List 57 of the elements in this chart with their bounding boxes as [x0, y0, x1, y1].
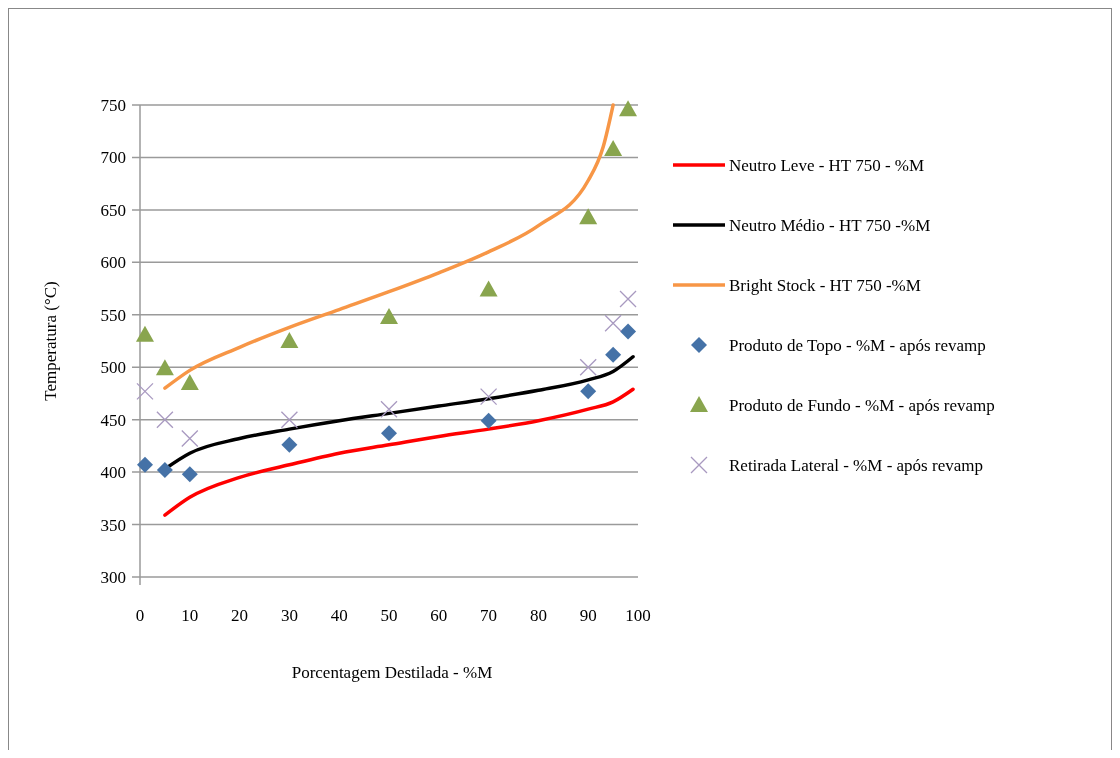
legend-label: Retirada Lateral - %M - após revamp	[729, 455, 983, 475]
y-tick-label: 650	[100, 200, 126, 220]
point	[381, 425, 397, 442]
x-tick-label: 30	[280, 606, 298, 625]
x-tick-label: 90	[579, 606, 597, 625]
point	[619, 290, 637, 308]
point	[135, 325, 154, 342]
point	[280, 411, 299, 429]
point	[604, 314, 622, 332]
legend-label: Produto de Topo - %M - após revamp	[729, 335, 986, 355]
point	[181, 429, 199, 448]
x-tick-label: 40	[330, 606, 348, 625]
x-tick-label: 100	[625, 606, 651, 625]
point	[155, 359, 174, 376]
x-tick-label: 50	[380, 606, 398, 625]
y-tick-label: 400	[100, 463, 126, 483]
legend-label: Bright Stock - HT 750 -%M	[729, 275, 921, 295]
point	[604, 140, 623, 157]
x-tick-label: 80	[529, 606, 547, 625]
y-axis-title: Temperatura (°C)	[41, 281, 60, 401]
point	[580, 383, 597, 400]
point	[136, 382, 154, 400]
x-tick-label: 70	[480, 606, 498, 625]
line-series	[163, 387, 635, 517]
point	[605, 346, 622, 363]
point	[280, 332, 299, 348]
y-tick-label: 700	[100, 148, 126, 168]
point	[620, 323, 637, 340]
x-tick-label: 20	[231, 606, 249, 625]
point	[156, 411, 174, 429]
point	[281, 436, 298, 453]
y-tick-label: 750	[100, 95, 126, 115]
point	[479, 280, 498, 297]
point	[479, 387, 498, 406]
point	[136, 456, 153, 473]
x-tick-label: 0	[135, 606, 145, 625]
x-axis-title: Porcentagem Destilada - %M	[291, 663, 493, 682]
point	[180, 373, 199, 390]
x-tick-label: 10	[181, 606, 199, 625]
x-tick-label: 60	[430, 606, 448, 625]
point	[480, 412, 497, 429]
y-tick-label: 350	[100, 515, 126, 535]
point	[181, 466, 198, 483]
point	[380, 400, 398, 418]
legend-label: Produto de Fundo - %M - após revamp	[729, 395, 995, 415]
y-tick-label: 600	[100, 253, 126, 273]
legend-label: Neutro Médio - HT 750 -%M	[729, 215, 931, 235]
y-tick-label: 500	[100, 358, 126, 378]
y-tick-label: 450	[100, 410, 126, 430]
legend-label: Neutro Leve - HT 750 - %M	[729, 155, 925, 175]
point	[579, 358, 597, 376]
point	[380, 307, 398, 324]
point	[156, 462, 173, 479]
y-tick-label: 300	[100, 567, 126, 587]
point	[579, 208, 598, 225]
y-tick-label: 550	[100, 305, 126, 325]
point	[619, 100, 638, 117]
